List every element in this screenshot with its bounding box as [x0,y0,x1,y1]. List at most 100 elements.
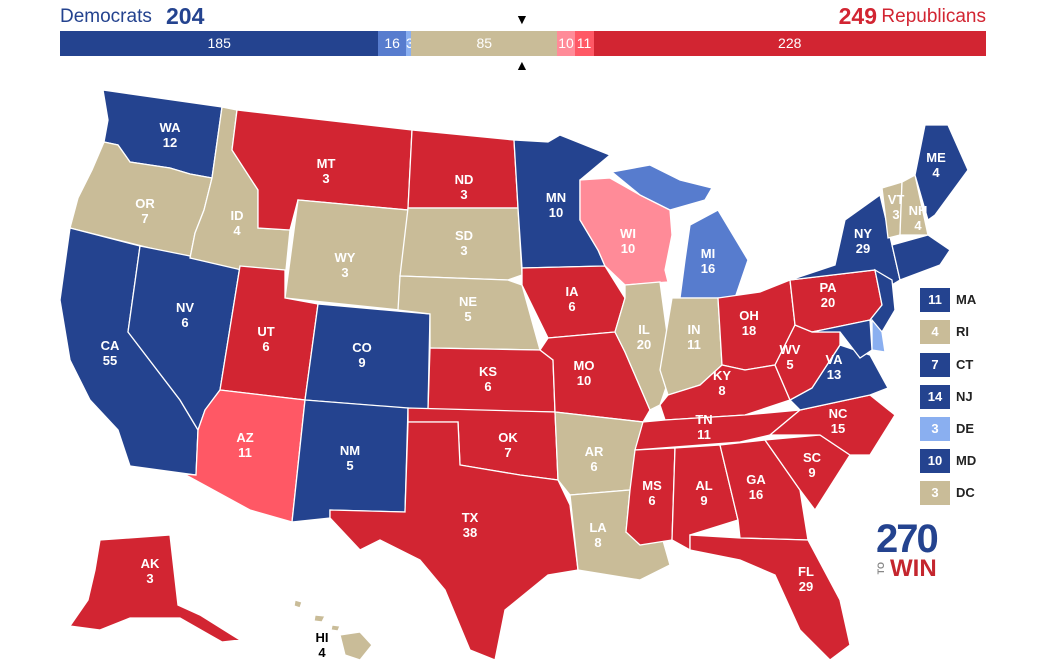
state-label-SC: SC [803,450,822,465]
state-ev-SD: 3 [460,243,467,258]
state-IL[interactable] [614,281,673,411]
state-label-OK: OK [498,430,518,445]
us-electoral-map: WA12OR7CA55NV6ID4MT3WY3UT6AZ11CO9NM5ND3S… [59,89,969,661]
state-label-VA: VA [825,352,843,367]
state-New-England-south[interactable] [891,234,951,281]
state-FL[interactable] [689,534,851,661]
state-ev-IN: 11 [687,337,701,352]
state-ev-MT: 3 [322,171,329,186]
state-ev-PA: 20 [821,295,835,310]
state-label-MO: MO [574,358,595,373]
legend-state-name: MD [956,453,977,468]
state-ev-GA: 16 [749,487,763,502]
state-label-MT: MT [317,156,336,171]
state-MI-upper[interactable] [610,164,713,211]
state-ev-IL: 20 [637,337,651,352]
state-ev-AL: 9 [700,493,707,508]
state-label-IN: IN [688,322,701,337]
legend-item-MD[interactable]: 10 MD [920,449,1020,475]
state-ev-OR: 7 [141,211,148,226]
state-HI[interactable] [339,631,373,661]
legend-item-CT[interactable]: 7 CT [920,353,1020,379]
state-ME[interactable] [914,124,969,222]
state-ev-NE: 5 [464,309,471,324]
state-label-NV: NV [176,300,194,315]
legend-state-name: MA [956,292,977,307]
state-ev-NV: 6 [181,315,188,330]
legend-state-name: DE [956,421,975,436]
republicans-label: Republicans [881,6,986,27]
270towin-logo: 270 TO WIN [876,518,946,584]
bar-segment-lean_dem: 3 [405,31,412,56]
legend-item-RI[interactable]: 4 RI [920,320,1020,346]
legend-item-DE[interactable]: 3 DE [920,417,1020,443]
state-label-AZ: AZ [236,430,253,445]
bar-segment-tossup: 85 [411,31,558,56]
state-ev-MN: 10 [549,205,563,220]
state-label-IL: IL [638,322,650,337]
state-AK[interactable] [68,534,242,643]
state-ev-OK: 7 [504,445,511,460]
state-ev-VT: 3 [892,207,899,222]
democrats-total: 204 [166,3,205,29]
state-ev-CO: 9 [358,355,365,370]
score-header: Democrats 204 249 Republicans [0,0,1050,30]
legend-item-MA[interactable]: 11 MA [920,288,1020,314]
logo-number: 270 [876,517,939,561]
state-ev-AZ: 11 [238,445,252,460]
state-ev-NM: 5 [346,458,353,473]
state-ev-ID: 4 [233,223,241,238]
state-label-KS: KS [479,364,497,379]
state-HI-islands[interactable] [293,599,341,632]
state-label-GA: GA [746,472,766,487]
state-MD[interactable] [811,319,873,359]
state-ev-FL: 29 [799,579,813,594]
state-label-AK: AK [141,556,160,571]
legend-ev-box: 14 [920,385,950,409]
legend-ev-box: 3 [920,481,950,505]
state-ev-WV: 5 [786,357,793,372]
legend-state-name: RI [956,324,969,339]
legend-item-NJ[interactable]: 14 NJ [920,385,1020,411]
state-label-MN: MN [546,190,566,205]
state-ev-KY: 8 [718,383,725,398]
state-ev-NH: 4 [914,218,922,233]
republicans-total: 249 [838,3,877,29]
state-SD[interactable] [399,207,523,281]
state-label-NY: NY [854,226,872,241]
state-label-OH: OH [739,308,759,323]
state-label-UT: UT [257,324,274,339]
state-label-LA: LA [589,520,607,535]
bar-segment-likely_rep: 11 [574,31,594,56]
legend-ev-box: 4 [920,320,950,344]
state-ev-WA: 12 [163,135,177,150]
state-label-VT: VT [888,192,905,207]
state-ev-AK: 3 [146,571,153,586]
state-label-TX: TX [462,510,479,525]
legend-item-DC[interactable]: 3 DC [920,481,1020,507]
state-ev-NC: 15 [831,421,845,436]
state-label-FL: FL [798,564,814,579]
bar-segment-lean_rep: 10 [557,31,575,56]
state-label-NE: NE [459,294,477,309]
legend-state-name: DC [956,485,975,500]
state-ev-SC: 9 [808,465,815,480]
bar-segment-safe_rep: 228 [593,31,986,56]
majority-marker-down-icon: ▼ [515,11,529,27]
state-label-ME: ME [926,150,946,165]
state-SC[interactable] [763,434,851,512]
state-ev-CA: 55 [103,353,117,368]
state-label-WV: WV [780,342,801,357]
state-WI[interactable] [579,177,673,286]
state-label-AR: AR [585,444,604,459]
state-ev-KS: 6 [484,379,491,394]
state-ev-UT: 6 [262,339,269,354]
state-ev-MI: 16 [701,261,715,276]
state-ev-MO: 10 [577,373,591,388]
state-ev-OH: 18 [742,323,756,338]
state-DE[interactable] [871,318,886,353]
state-TX[interactable] [329,421,579,661]
state-label-MI: MI [701,246,715,261]
state-label-HI: HI [316,630,329,645]
state-CO[interactable] [304,303,431,411]
